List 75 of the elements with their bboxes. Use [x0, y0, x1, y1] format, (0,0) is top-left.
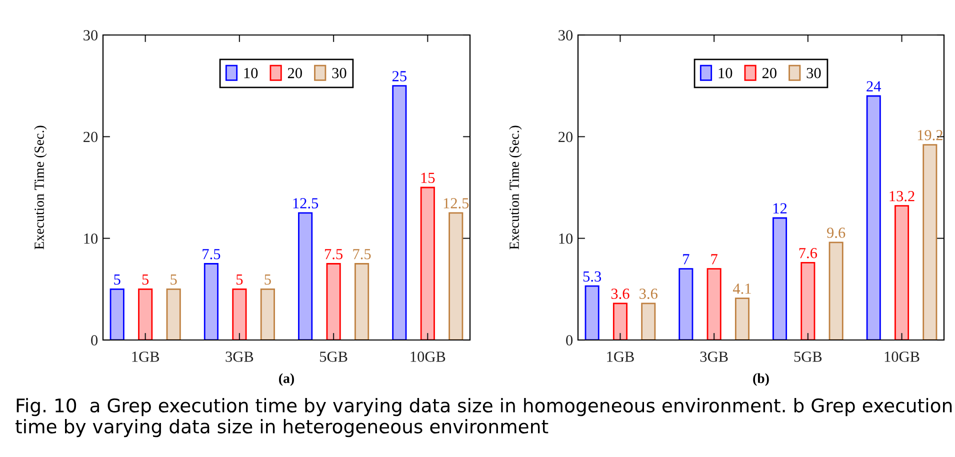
- bar: [448, 212, 464, 340]
- bar: [641, 302, 656, 340]
- data-label: 15: [421, 172, 435, 184]
- data-label: 19.2: [918, 130, 942, 140]
- y-tick-label: 20: [558, 132, 573, 142]
- x-axis-title: (b): [753, 373, 769, 386]
- data-label: 3.6: [640, 288, 658, 299]
- bar: [678, 268, 694, 340]
- data-label: 25: [392, 71, 406, 82]
- bar: [584, 285, 600, 340]
- legend-label: 20: [288, 68, 302, 78]
- y-axis-title: Execution Time (Sec.): [34, 126, 47, 250]
- data-label: 5.3: [583, 271, 602, 282]
- bar: [232, 288, 247, 340]
- bar: [326, 263, 341, 340]
- bar: [110, 288, 124, 340]
- bar: [866, 95, 881, 340]
- data-label: 9.6: [827, 228, 846, 238]
- data-label: 7.6: [799, 248, 818, 258]
- data-label: 5: [170, 274, 177, 285]
- x-tick-label: 3GB: [700, 352, 728, 362]
- x-axis-title: (a): [279, 373, 294, 386]
- data-label: 12.5: [444, 198, 469, 208]
- bar: [260, 288, 275, 340]
- data-label: 7.5: [353, 249, 371, 260]
- x-tick-label: 10GB: [884, 352, 920, 362]
- bar: [734, 298, 750, 340]
- bar: [772, 217, 788, 340]
- y-axis-title: Execution Time (Sec.): [509, 126, 522, 250]
- legend-label: 10: [718, 68, 732, 78]
- data-label: 7.5: [325, 249, 343, 260]
- bar: [204, 263, 218, 340]
- data-label: 3.6: [611, 288, 630, 299]
- y-tick-label: 20: [84, 132, 98, 142]
- x-tick-label: 3GB: [226, 352, 254, 362]
- x-tick-label: 5GB: [794, 352, 822, 362]
- bar: [828, 242, 844, 340]
- bar: [420, 186, 435, 340]
- bar: [706, 268, 722, 340]
- y-tick-label: 10: [84, 233, 98, 244]
- bar: [612, 302, 628, 340]
- data-label: 7: [683, 254, 690, 264]
- bar: [800, 262, 816, 340]
- legend-label: 10: [244, 68, 258, 78]
- data-label: 12: [773, 203, 787, 214]
- caption: Fig. 10 a Grep execution time by varying data size in homogeneous environment. b Grep execution time by varying data size in heterogeneous environment: [16, 398, 952, 438]
- bar: [298, 212, 313, 340]
- legend-label: 30: [806, 68, 821, 78]
- data-label: 7: [711, 254, 718, 264]
- x-tick-label: 10GB: [410, 352, 446, 362]
- bar: [392, 85, 407, 340]
- data-label: 12.5: [293, 198, 318, 208]
- legend-label: 30: [332, 68, 346, 78]
- x-tick-label: 1GB: [607, 352, 634, 362]
- data-label: 24: [866, 81, 882, 92]
- data-label: 7.5: [202, 249, 220, 260]
- y-tick-label: 10: [559, 233, 573, 244]
- legend-label: 20: [762, 68, 776, 78]
- data-label: 5: [236, 274, 243, 285]
- x-tick-label: 1GB: [132, 352, 160, 362]
- data-label: 13.2: [890, 191, 914, 202]
- y-tick-label: 0: [91, 335, 98, 346]
- bar: [166, 288, 181, 340]
- bar: [138, 288, 153, 340]
- y-tick-label: 30: [558, 30, 573, 40]
- data-label: 5: [264, 274, 271, 285]
- bar: [354, 263, 370, 340]
- x-tick-label: 5GB: [320, 352, 348, 362]
- data-label: 5: [142, 274, 149, 285]
- bar: [894, 205, 910, 340]
- y-tick-label: 30: [84, 30, 98, 40]
- data-label: 5: [114, 274, 120, 285]
- y-tick-label: 0: [566, 335, 573, 346]
- bar: [922, 144, 938, 340]
- data-label: 4.1: [732, 284, 751, 294]
